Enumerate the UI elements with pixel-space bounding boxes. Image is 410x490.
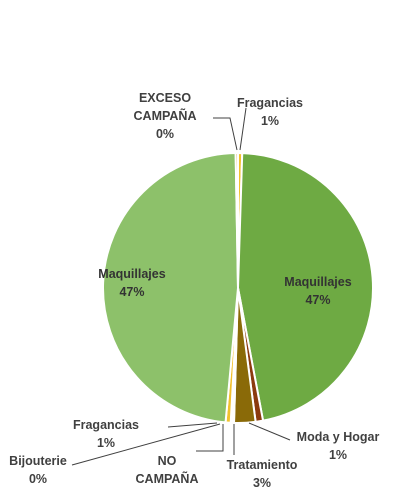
pie-slice-maquillajes (236, 152, 374, 422)
slice-label: Maquillajes 47% (98, 267, 165, 299)
leader-line (213, 117, 238, 151)
leader-line (248, 422, 291, 441)
pie-slice-exceso-campaña (234, 151, 239, 289)
slice-label: Fragancias 1% (73, 418, 139, 450)
leader-line (239, 107, 247, 151)
leader-line (71, 423, 221, 466)
slice-labels: Fragancias 1% Maquillajes 47% Moda y Hogar 1%… (9, 91, 379, 490)
slice-label: Fragancias 1% (237, 96, 303, 128)
slice-label: NO CAMPAÑA (136, 454, 199, 486)
slice-label: Bijouterie 0% (9, 454, 67, 486)
pie-slices (102, 151, 374, 424)
slice-label: Maquillajes 47% (284, 275, 351, 307)
pie-slice-maquillajes (102, 152, 240, 424)
slice-label: Moda y Hogar 1% (297, 430, 380, 462)
leader-line (167, 422, 218, 428)
leader-line (196, 424, 224, 452)
leader-lines (71, 107, 291, 466)
slice-label: EXCESO CAMPAÑA 0% (134, 91, 197, 141)
slice-label: Tratamiento 3% (227, 458, 298, 490)
